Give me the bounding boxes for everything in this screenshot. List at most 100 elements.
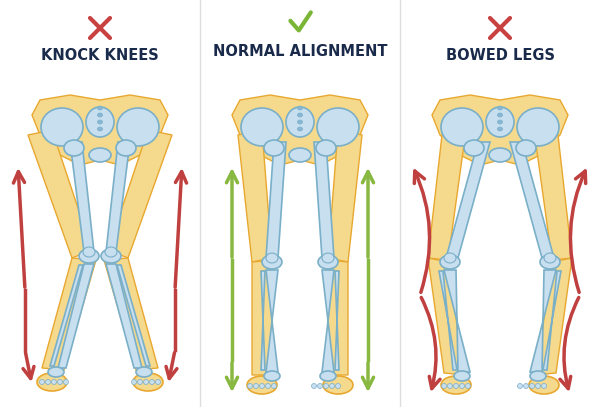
Ellipse shape bbox=[37, 373, 67, 391]
Polygon shape bbox=[58, 264, 94, 368]
Polygon shape bbox=[266, 270, 278, 372]
Polygon shape bbox=[50, 265, 83, 366]
Ellipse shape bbox=[40, 379, 44, 385]
Polygon shape bbox=[444, 270, 470, 372]
Ellipse shape bbox=[48, 367, 64, 377]
Ellipse shape bbox=[542, 383, 547, 389]
Polygon shape bbox=[428, 258, 464, 375]
Ellipse shape bbox=[544, 253, 556, 263]
Ellipse shape bbox=[517, 383, 523, 389]
Ellipse shape bbox=[454, 371, 470, 381]
Polygon shape bbox=[335, 271, 339, 370]
Ellipse shape bbox=[260, 383, 265, 389]
Ellipse shape bbox=[41, 108, 83, 146]
Ellipse shape bbox=[298, 106, 302, 110]
Ellipse shape bbox=[530, 371, 546, 381]
Ellipse shape bbox=[262, 255, 282, 269]
Polygon shape bbox=[108, 130, 172, 258]
Ellipse shape bbox=[441, 376, 471, 394]
Ellipse shape bbox=[335, 383, 341, 389]
Ellipse shape bbox=[442, 383, 446, 389]
Ellipse shape bbox=[318, 255, 338, 269]
Ellipse shape bbox=[137, 379, 143, 385]
Ellipse shape bbox=[64, 140, 84, 156]
Ellipse shape bbox=[489, 148, 511, 162]
Polygon shape bbox=[28, 130, 92, 258]
Ellipse shape bbox=[286, 107, 314, 137]
Ellipse shape bbox=[79, 249, 99, 263]
Polygon shape bbox=[42, 258, 96, 370]
Ellipse shape bbox=[497, 127, 503, 131]
Polygon shape bbox=[238, 130, 272, 262]
Ellipse shape bbox=[441, 108, 483, 146]
Ellipse shape bbox=[266, 253, 278, 263]
Ellipse shape bbox=[58, 379, 62, 385]
Polygon shape bbox=[432, 95, 568, 165]
Ellipse shape bbox=[101, 249, 121, 263]
Polygon shape bbox=[266, 142, 286, 258]
Ellipse shape bbox=[444, 253, 456, 263]
Ellipse shape bbox=[316, 140, 336, 156]
Ellipse shape bbox=[497, 113, 503, 117]
Ellipse shape bbox=[454, 383, 458, 389]
Polygon shape bbox=[314, 142, 334, 258]
Ellipse shape bbox=[52, 379, 56, 385]
Ellipse shape bbox=[264, 140, 284, 156]
Ellipse shape bbox=[247, 376, 277, 394]
Ellipse shape bbox=[248, 383, 253, 389]
Ellipse shape bbox=[86, 107, 114, 137]
Ellipse shape bbox=[264, 371, 280, 381]
Ellipse shape bbox=[97, 106, 103, 110]
Ellipse shape bbox=[464, 140, 484, 156]
Ellipse shape bbox=[317, 108, 359, 146]
Polygon shape bbox=[446, 142, 490, 258]
Polygon shape bbox=[232, 95, 368, 165]
Ellipse shape bbox=[89, 148, 111, 162]
Ellipse shape bbox=[448, 383, 452, 389]
Ellipse shape bbox=[83, 247, 95, 257]
Ellipse shape bbox=[323, 383, 329, 389]
Polygon shape bbox=[106, 142, 130, 252]
Ellipse shape bbox=[97, 113, 103, 117]
Ellipse shape bbox=[254, 383, 259, 389]
Polygon shape bbox=[328, 260, 348, 375]
Text: BOWED LEGS: BOWED LEGS bbox=[445, 48, 554, 63]
Ellipse shape bbox=[116, 140, 136, 156]
Ellipse shape bbox=[320, 371, 336, 381]
Polygon shape bbox=[32, 95, 168, 165]
Ellipse shape bbox=[516, 140, 536, 156]
Ellipse shape bbox=[155, 379, 161, 385]
Ellipse shape bbox=[460, 383, 464, 389]
Ellipse shape bbox=[497, 120, 503, 124]
Ellipse shape bbox=[323, 376, 353, 394]
Ellipse shape bbox=[105, 247, 117, 257]
Ellipse shape bbox=[317, 383, 323, 389]
Polygon shape bbox=[510, 142, 554, 258]
Ellipse shape bbox=[289, 148, 311, 162]
Ellipse shape bbox=[97, 127, 103, 131]
Polygon shape bbox=[70, 142, 94, 252]
Polygon shape bbox=[543, 271, 561, 370]
Ellipse shape bbox=[440, 255, 460, 269]
Ellipse shape bbox=[523, 383, 529, 389]
Ellipse shape bbox=[466, 383, 470, 389]
Text: NORMAL ALIGNMENT: NORMAL ALIGNMENT bbox=[213, 44, 387, 59]
Polygon shape bbox=[530, 270, 556, 372]
Ellipse shape bbox=[149, 379, 155, 385]
Ellipse shape bbox=[529, 376, 559, 394]
Ellipse shape bbox=[133, 373, 163, 391]
Ellipse shape bbox=[536, 383, 541, 389]
Ellipse shape bbox=[540, 255, 560, 269]
Ellipse shape bbox=[530, 383, 535, 389]
Ellipse shape bbox=[298, 120, 302, 124]
Polygon shape bbox=[328, 130, 362, 262]
Ellipse shape bbox=[322, 253, 334, 263]
Ellipse shape bbox=[311, 383, 317, 389]
Ellipse shape bbox=[497, 106, 503, 110]
Ellipse shape bbox=[241, 108, 283, 146]
Ellipse shape bbox=[64, 379, 68, 385]
Polygon shape bbox=[261, 271, 265, 370]
Ellipse shape bbox=[517, 108, 559, 146]
Ellipse shape bbox=[486, 107, 514, 137]
Polygon shape bbox=[534, 130, 572, 260]
